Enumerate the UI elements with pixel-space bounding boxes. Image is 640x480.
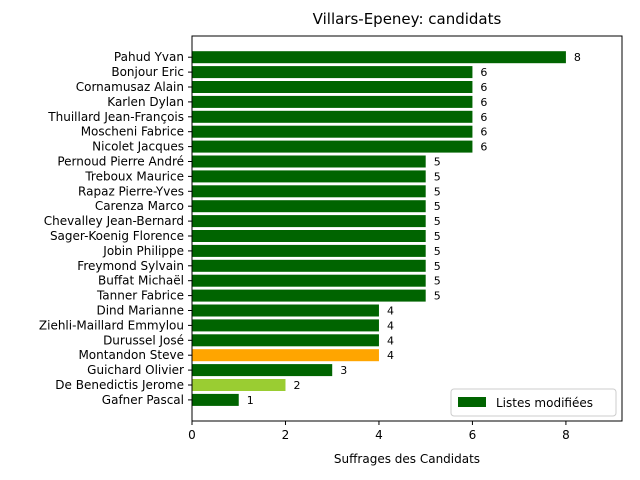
bar: [192, 110, 473, 123]
bar: [192, 379, 286, 391]
y-tick-label: Moscheni Fabrice: [81, 125, 184, 139]
data-label: 5: [434, 215, 441, 228]
y-tick-label: Pernoud Pierre André: [57, 155, 184, 169]
data-label: 6: [480, 111, 487, 124]
data-label: 2: [293, 379, 300, 392]
bar: [192, 393, 239, 406]
y-tick-label: Sager-Koenig Florence: [50, 229, 184, 243]
data-label: 6: [480, 81, 487, 94]
data-label: 4: [387, 334, 394, 347]
legend-box: [450, 388, 617, 417]
legend-swatch: [458, 397, 486, 407]
x-tick-label: 2: [282, 428, 290, 442]
data-label: 6: [480, 66, 487, 79]
bar: [192, 155, 426, 168]
data-label: 3: [340, 364, 347, 377]
data-label: 5: [434, 170, 441, 183]
y-tick-label: Chevalley Jean-Bernard: [44, 214, 184, 228]
axes-border: [191, 35, 623, 422]
bar: [192, 170, 426, 183]
y-tick-label: Jobin Philippe: [102, 244, 184, 258]
y-tick-label: Dind Marianne: [96, 304, 184, 318]
y-tick-label: Guichard Olivier: [87, 363, 184, 377]
bar: [192, 51, 566, 64]
y-tick-label: Pahud Yvan: [114, 50, 184, 64]
x-axis-label: Suffrages des Candidats: [334, 452, 480, 466]
y-tick-label: Montandon Steve: [78, 348, 184, 362]
x-tick-label: 6: [469, 428, 477, 442]
x-tick-label: 4: [375, 428, 383, 442]
bar: [192, 319, 379, 332]
y-tick-label: Nicolet Jacques: [92, 140, 184, 154]
bar: [192, 200, 426, 213]
y-tick-label: Gafner Pascal: [102, 393, 184, 407]
data-label: 4: [387, 349, 394, 362]
y-tick-label: Ziehli-Maillard Emmylou: [39, 318, 184, 332]
bar: [192, 259, 426, 272]
bar: [192, 230, 426, 242]
bar: [192, 215, 426, 228]
data-label: 4: [387, 305, 394, 318]
data-label: 5: [434, 156, 441, 169]
y-tick-label: Rapaz Pierre-Yves: [78, 184, 184, 198]
data-label: 8: [574, 51, 581, 64]
data-label: 6: [480, 126, 487, 139]
bar: [192, 95, 473, 108]
x-tick-label: 0: [188, 428, 196, 442]
bar: [192, 289, 426, 302]
x-tick-label: 8: [562, 428, 570, 442]
axes-frame: [191, 35, 623, 422]
y-tick-label: Karlen Dylan: [107, 95, 184, 109]
data-label: 5: [434, 245, 441, 258]
legend-label: Listes modifiées: [496, 396, 593, 410]
data-label: 5: [434, 260, 441, 273]
data-label: 6: [480, 96, 487, 109]
x-axis: 0 2 4 6 8: [188, 421, 570, 442]
y-tick-label: Buffat Michaël: [98, 274, 184, 288]
data-label: 5: [434, 230, 441, 243]
bar: [192, 334, 379, 347]
bar: [192, 81, 473, 93]
y-tick-label: Thuillard Jean-François: [47, 110, 184, 124]
y-tick-label: Freymond Sylvain: [77, 259, 184, 273]
bar: [192, 304, 379, 317]
y-tick-label: Cornamusaz Alain: [76, 80, 184, 94]
data-label: 5: [434, 290, 441, 303]
bar: [192, 244, 426, 257]
bar: [192, 274, 426, 287]
y-tick-label: Tanner Fabrice: [96, 289, 184, 303]
data-label: 5: [434, 200, 441, 213]
y-tick-label: Durussel José: [103, 333, 184, 347]
y-tick-label: Bonjour Eric: [111, 65, 184, 79]
y-tick-label: De Benedictis Jerome: [55, 378, 184, 392]
bar: [192, 185, 426, 198]
data-label: 5: [434, 275, 441, 288]
y-tick-label: Treboux Maurice: [84, 169, 184, 183]
bar: [192, 364, 333, 377]
data-label: 4: [387, 319, 394, 332]
bar: [192, 66, 473, 79]
bar: [192, 125, 473, 138]
y-tick-label: Carenza Marco: [95, 199, 184, 213]
data-label: 6: [480, 141, 487, 154]
legend: Listes modifiées: [450, 388, 617, 417]
data-label: 5: [434, 185, 441, 198]
chart-title: Villars-Epeney: candidats: [313, 10, 502, 28]
data-label: 1: [247, 394, 254, 407]
bar: [192, 349, 379, 362]
bar: [192, 140, 473, 153]
